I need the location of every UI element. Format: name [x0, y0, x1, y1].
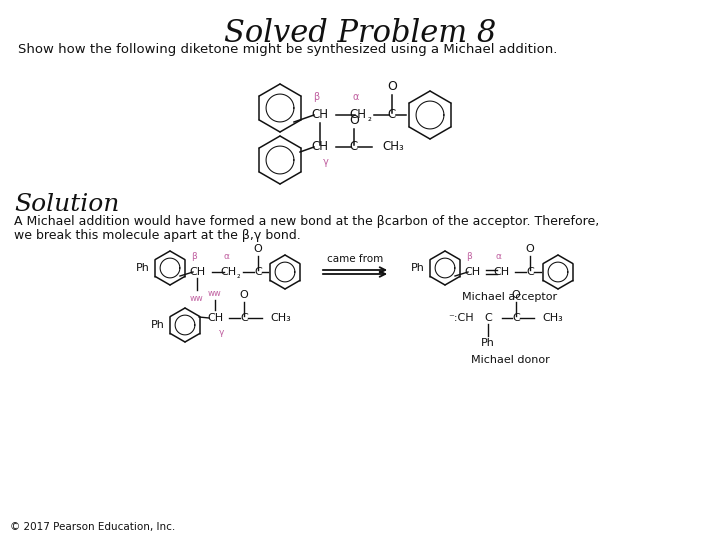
Text: © 2017 Pearson Education, Inc.: © 2017 Pearson Education, Inc. [10, 522, 175, 532]
Text: A Michael addition would have formed a new bond at the βcarbon of the acceptor. : A Michael addition would have formed a n… [14, 215, 599, 228]
Text: β: β [191, 252, 197, 261]
Text: Ph: Ph [411, 263, 425, 273]
Text: CH: CH [189, 267, 205, 277]
Text: Ph: Ph [151, 320, 165, 330]
Text: O: O [387, 80, 397, 93]
Text: Solution: Solution [14, 193, 120, 216]
Text: we break this molecule apart at the β,γ bond.: we break this molecule apart at the β,γ … [14, 229, 301, 242]
Text: C: C [526, 267, 534, 277]
Text: ww: ww [190, 294, 204, 303]
Text: ₂: ₂ [368, 113, 372, 123]
Text: CH: CH [349, 109, 366, 122]
Text: O: O [240, 290, 248, 300]
Text: C: C [512, 313, 520, 323]
Text: CH₃: CH₃ [382, 140, 404, 153]
Text: O: O [253, 244, 262, 254]
Text: α: α [496, 252, 502, 261]
Text: CH: CH [312, 109, 328, 122]
Text: CH: CH [493, 267, 509, 277]
Text: γ: γ [220, 328, 225, 337]
Text: Show how the following diketone might be synthesized using a Michael addition.: Show how the following diketone might be… [18, 43, 557, 56]
Text: C: C [484, 313, 492, 323]
Text: O: O [349, 114, 359, 127]
Text: Michael acceptor: Michael acceptor [462, 292, 557, 302]
Text: C: C [240, 313, 248, 323]
Text: γ: γ [323, 157, 329, 167]
Text: CH: CH [312, 140, 328, 153]
Text: Ph: Ph [136, 263, 150, 273]
Text: O: O [526, 244, 534, 254]
Text: CH₃: CH₃ [542, 313, 563, 323]
Text: C: C [350, 140, 358, 153]
Text: C: C [254, 267, 262, 277]
Text: ⁻:CH: ⁻:CH [449, 313, 474, 323]
Text: CH: CH [207, 313, 223, 323]
Text: Michael donor: Michael donor [471, 355, 549, 365]
Text: α: α [223, 252, 229, 261]
Text: β: β [313, 92, 319, 102]
Text: CH: CH [464, 267, 480, 277]
Text: β: β [466, 252, 472, 261]
Text: CH: CH [220, 267, 236, 277]
Text: O: O [512, 290, 521, 300]
Text: Solved Problem 8: Solved Problem 8 [224, 18, 496, 49]
Text: α: α [353, 92, 359, 102]
Text: Ph: Ph [481, 338, 495, 348]
Text: ww: ww [208, 289, 222, 298]
Text: C: C [388, 109, 396, 122]
Text: CH₃: CH₃ [270, 313, 291, 323]
Text: ₂: ₂ [237, 271, 240, 280]
Text: came from: came from [327, 254, 383, 264]
